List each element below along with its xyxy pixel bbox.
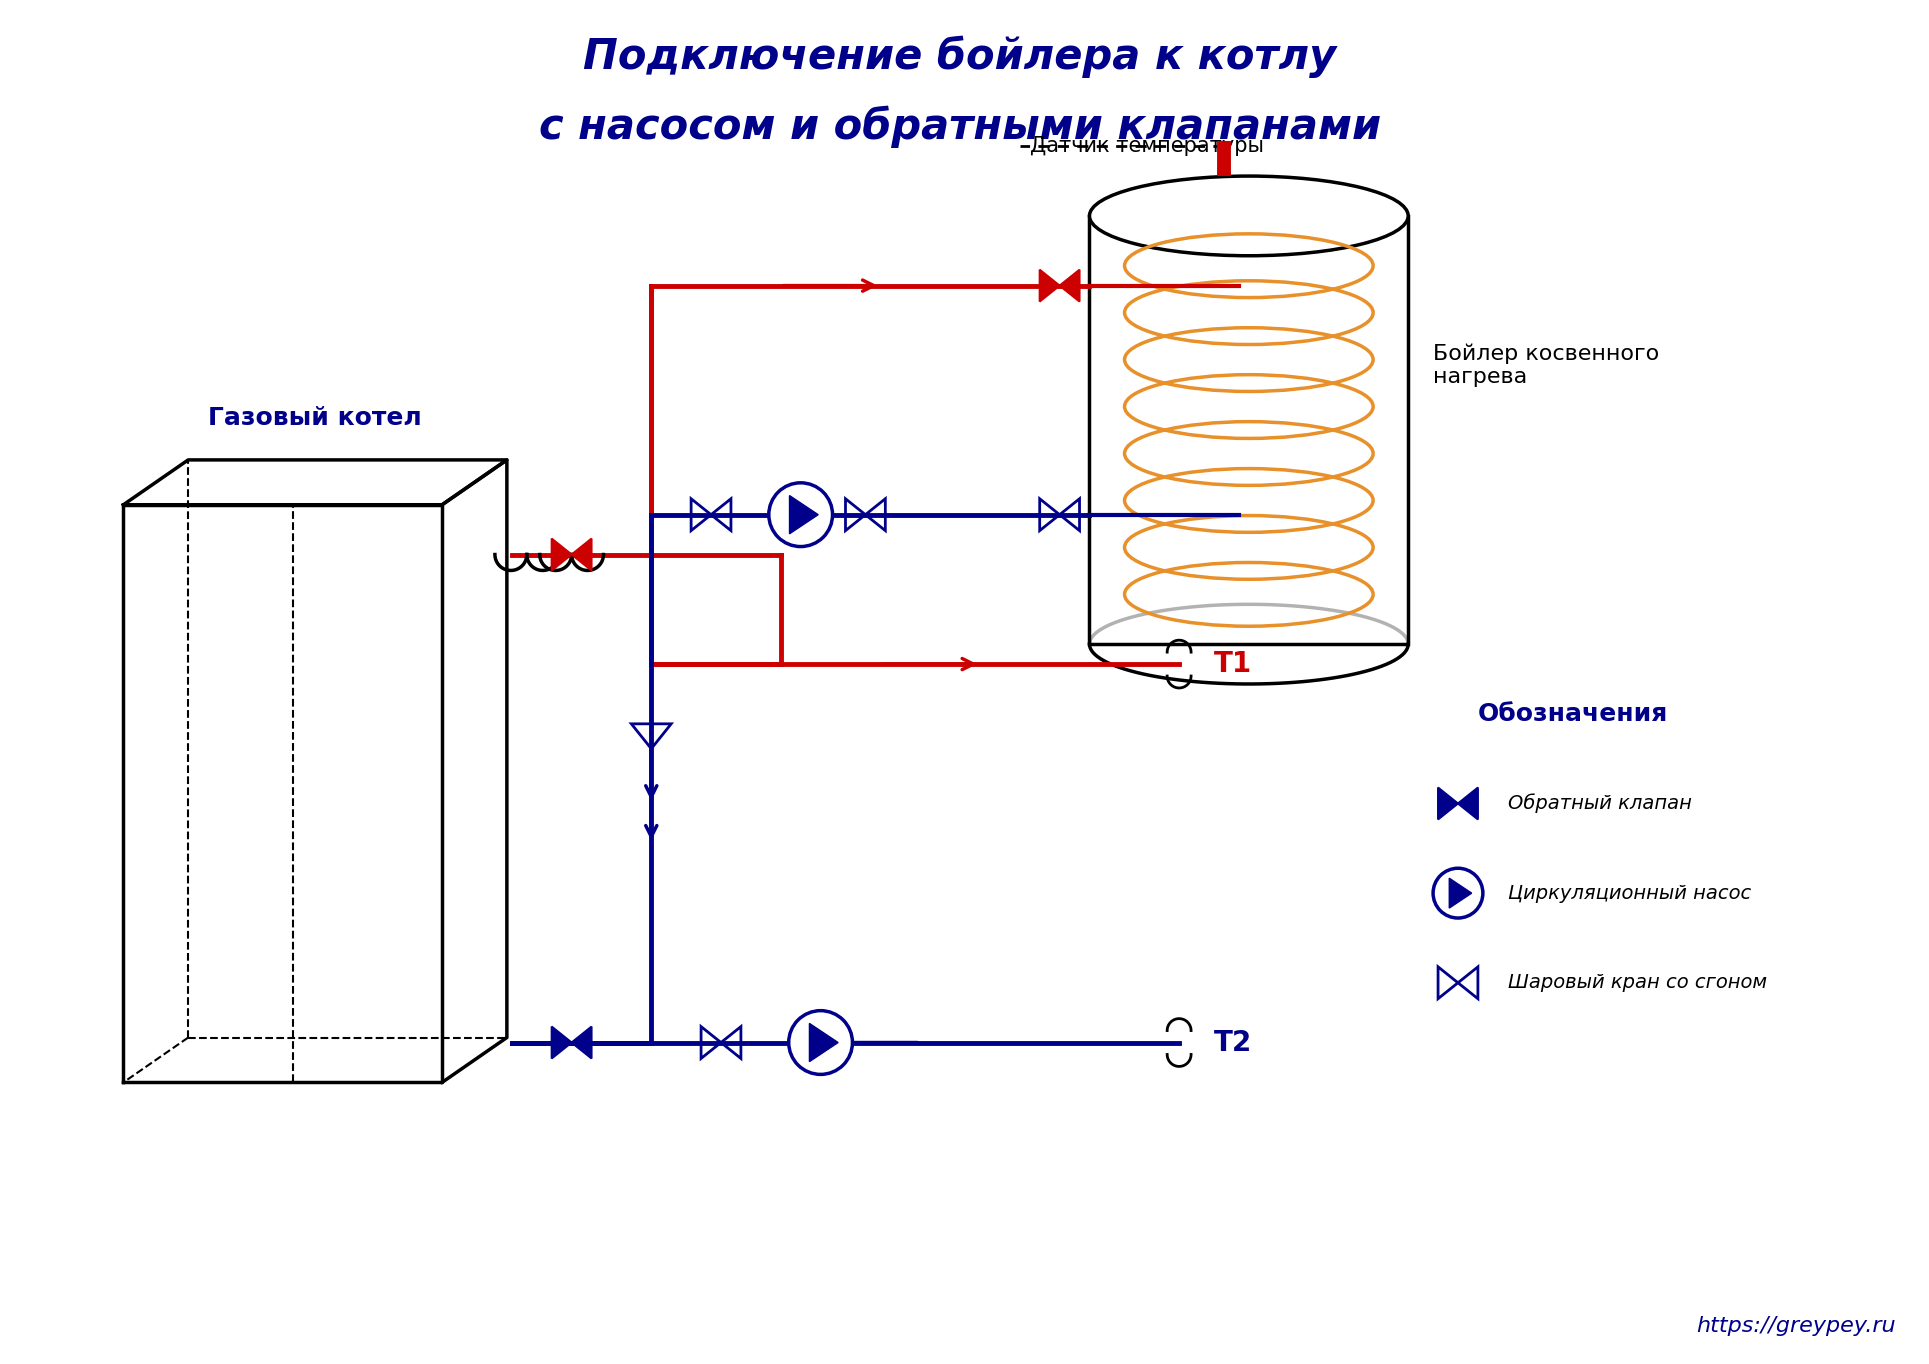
Ellipse shape <box>1090 176 1408 255</box>
Text: Циркуляционный насос: Циркуляционный насос <box>1508 884 1752 903</box>
Polygon shape <box>810 1023 837 1061</box>
Polygon shape <box>1449 878 1472 908</box>
Circle shape <box>789 1011 853 1075</box>
Text: Т1: Т1 <box>1213 651 1252 678</box>
Circle shape <box>1433 869 1483 918</box>
Text: Газовый котел: Газовый котел <box>208 406 422 430</box>
Text: https://greypey.ru: https://greypey.ru <box>1698 1316 1896 1337</box>
Text: с насосом и обратными клапанами: с насосом и обратными клапанами <box>538 105 1381 147</box>
Text: Подключение бойлера к котлу: Подключение бойлера к котлу <box>583 35 1337 78</box>
Text: Датчик температуры: Датчик температуры <box>1030 136 1263 157</box>
Polygon shape <box>552 539 571 570</box>
Text: Шаровый кран со сгоном: Шаровый кран со сгоном <box>1508 974 1767 992</box>
Polygon shape <box>552 1027 571 1058</box>
Polygon shape <box>571 1027 592 1058</box>
Polygon shape <box>1458 787 1478 820</box>
Polygon shape <box>1059 270 1080 301</box>
Text: Обратный клапан: Обратный клапан <box>1508 794 1692 813</box>
Text: Бойлер косвенного
нагрева: Бойлер косвенного нагрева <box>1433 344 1659 387</box>
Polygon shape <box>1040 270 1059 301</box>
Polygon shape <box>789 495 818 533</box>
Circle shape <box>770 483 833 547</box>
Polygon shape <box>1090 216 1408 644</box>
Polygon shape <box>571 539 592 570</box>
Text: Обозначения: Обозначения <box>1478 702 1669 726</box>
Polygon shape <box>1437 787 1458 820</box>
Text: Т2: Т2 <box>1213 1028 1252 1057</box>
